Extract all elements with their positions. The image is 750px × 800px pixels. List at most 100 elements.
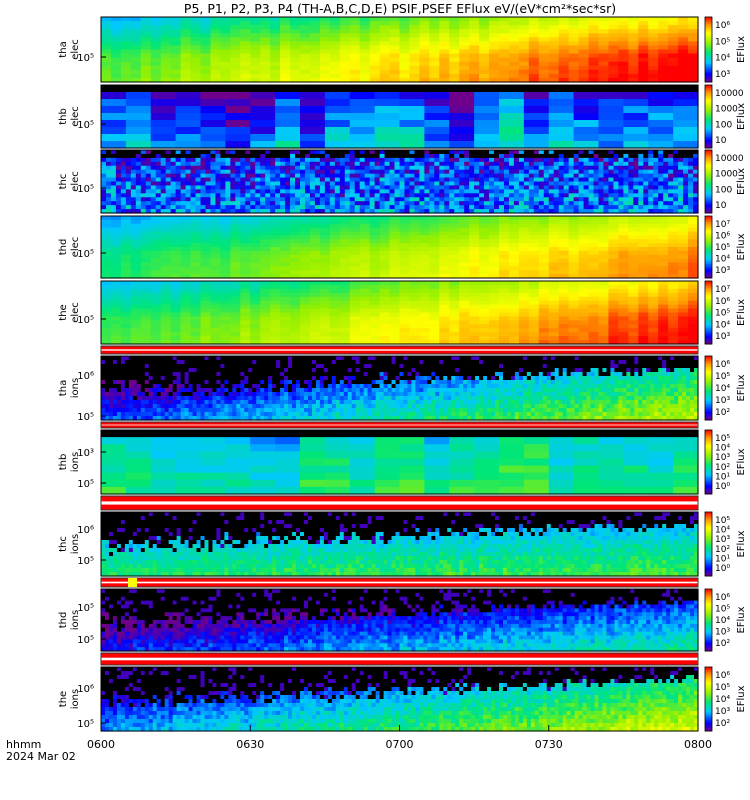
colorbar-thc-elec: 10000 1000 100 10 EFlux (704, 149, 747, 214)
colorbar-tick-label: 1000 (715, 105, 738, 115)
colorbar-tick-label: 10⁰ (715, 564, 730, 574)
colorbar-tick-label: 100 (715, 120, 732, 130)
y-axis-label: elec (70, 39, 81, 60)
y-tick-label: 10⁵ (77, 479, 94, 490)
heatmap-tha-elec (101, 17, 699, 83)
colorbar-tick-label: 10⁵ (715, 243, 730, 253)
panel-frame (100, 84, 699, 149)
y-tick-label: 10⁵ (77, 315, 94, 326)
panel-frame (100, 16, 699, 83)
y-tick-label: 10⁵ (77, 249, 94, 260)
heatmap-thb-ions (101, 430, 699, 495)
y-axis-label: ions (70, 610, 81, 630)
colorbar-tha-ions: 10⁶ 10⁵ 10⁴ 10³ 10² EFlux (704, 355, 747, 421)
colorbar-tick-label: 10⁴ (715, 320, 730, 330)
colorbar-tick-label: 10⁵ (715, 434, 730, 444)
colorbar-tick-label: 10⁵ (715, 516, 730, 526)
colorbar-tick-label: 10⁵ (715, 37, 730, 47)
colorbar-tick-label: 10⁶ (715, 232, 730, 242)
time-tick-label: 0630 (236, 738, 264, 751)
colorbar-unit-label: EFlux (736, 233, 747, 260)
colorbar-tick-label: 10⁴ (715, 695, 730, 705)
colorbar-tick-label: 10³ (715, 396, 730, 406)
colorbar-tick-label: 10³ (715, 266, 730, 276)
time-axis: hhmm 2024 Mar 02 0600 0630 0700 0730 0800 (6, 725, 712, 763)
colorbar-tick-label: 10⁶ (715, 593, 730, 603)
y-tick-label: 10⁵ (77, 556, 94, 567)
colorbar-tick-label: 10² (715, 639, 730, 649)
y-axis-label: elec (70, 237, 81, 258)
colorbar-tick-label: 10² (715, 545, 730, 555)
y-axis-label: the (58, 304, 69, 320)
y-axis-label: thb (58, 454, 69, 471)
colorbar-tick-label: 10² (715, 719, 730, 729)
colorbar-tick-label: 10⁴ (715, 616, 730, 626)
colorbar-tick-label: 10⁵ (715, 683, 730, 693)
colorbar-tick-label: 10⁵ (715, 309, 730, 319)
y-tick-label: 10⁵ (77, 184, 94, 195)
colorbar-the-ions: 10⁶ 10⁵ 10⁴ 10³ 10² EFlux (704, 666, 747, 732)
colorbar-tick-label: 10³ (715, 70, 730, 80)
colorbar-unit-label: EFlux (736, 530, 747, 557)
colorbar-tick-label: 10⁴ (715, 255, 730, 265)
status-bar-marker (128, 578, 137, 587)
colorbar-tick-label: 10⁴ (715, 384, 730, 394)
y-axis-label: the (58, 691, 69, 707)
colorbar-tick-label: 10⁶ (715, 297, 730, 307)
colorbar-tick-label: 10⁵ (715, 372, 730, 382)
y-axis-label: thc (58, 536, 69, 552)
y-axis-label: elec (70, 106, 81, 127)
status-bar (100, 421, 699, 429)
colorbar-tick-label: 10⁵ (715, 605, 730, 615)
colorbar-tick-label: 10³ (715, 707, 730, 717)
colorbar-tick-label: 10 (715, 201, 727, 211)
y-tick-label: 10⁶ (77, 371, 94, 382)
heatmap-thb-elec (101, 85, 699, 149)
colorbar-tick-label: 10⁶ (715, 360, 730, 370)
time-axis-unit-label: hhmm (6, 738, 41, 751)
colorbar-tick-label: 10⁴ (715, 54, 730, 64)
colorbar-unit-label: EFlux (736, 103, 747, 130)
y-axis-label: thc (58, 174, 69, 190)
colorbar-tick-label: 10⁶ (715, 21, 730, 31)
colorbar-thb-elec: 10000 1000 100 10 EFlux (704, 84, 747, 149)
heatmap-tha-ions (101, 356, 699, 421)
colorbar-unit-label: EFlux (736, 374, 747, 401)
colorbar-tick-label: 10³ (715, 628, 730, 638)
colorbar-tick-label: 10³ (715, 535, 730, 545)
panel-tha-elec: 10⁵ tha elec 10⁶ 10⁵ 10⁴ 10³ EFlux (58, 16, 747, 83)
y-axis-label: thd (58, 612, 69, 629)
heatmap-the-elec (101, 281, 699, 345)
colorbar-tick-label: 10³ (715, 332, 730, 342)
y-axis-label: ions (70, 534, 81, 554)
time-tick-label: 0700 (386, 738, 414, 751)
panel-frame (100, 355, 699, 421)
colorbar-tick-label: 10⁴ (715, 444, 730, 454)
colorbar-tick-label: 10² (715, 408, 730, 418)
time-tick-label: 0800 (684, 738, 712, 751)
colorbar-tick-label: 10² (715, 463, 730, 473)
y-axis-label: thd (58, 239, 69, 256)
y-tick-label: 10⁵ (77, 53, 94, 64)
y-axis-label: ions (70, 452, 81, 472)
colorbar-tick-label: 10⁶ (715, 671, 730, 681)
y-tick-label: 10⁵ (77, 603, 94, 614)
colorbar-tick-label: 10¹ (715, 472, 730, 482)
heatmap-thd-elec (101, 216, 699, 279)
y-axis-label: elec (70, 302, 81, 323)
colorbar-tick-label: 100 (715, 185, 732, 195)
heatmap-thc-ions (101, 512, 699, 577)
colorbar-tick-label: 10000 (715, 89, 744, 99)
y-tick-label: 10⁶ (77, 684, 94, 695)
y-tick-label: 10⁵ (77, 635, 94, 646)
colorbar-unit-label: EFlux (736, 606, 747, 633)
